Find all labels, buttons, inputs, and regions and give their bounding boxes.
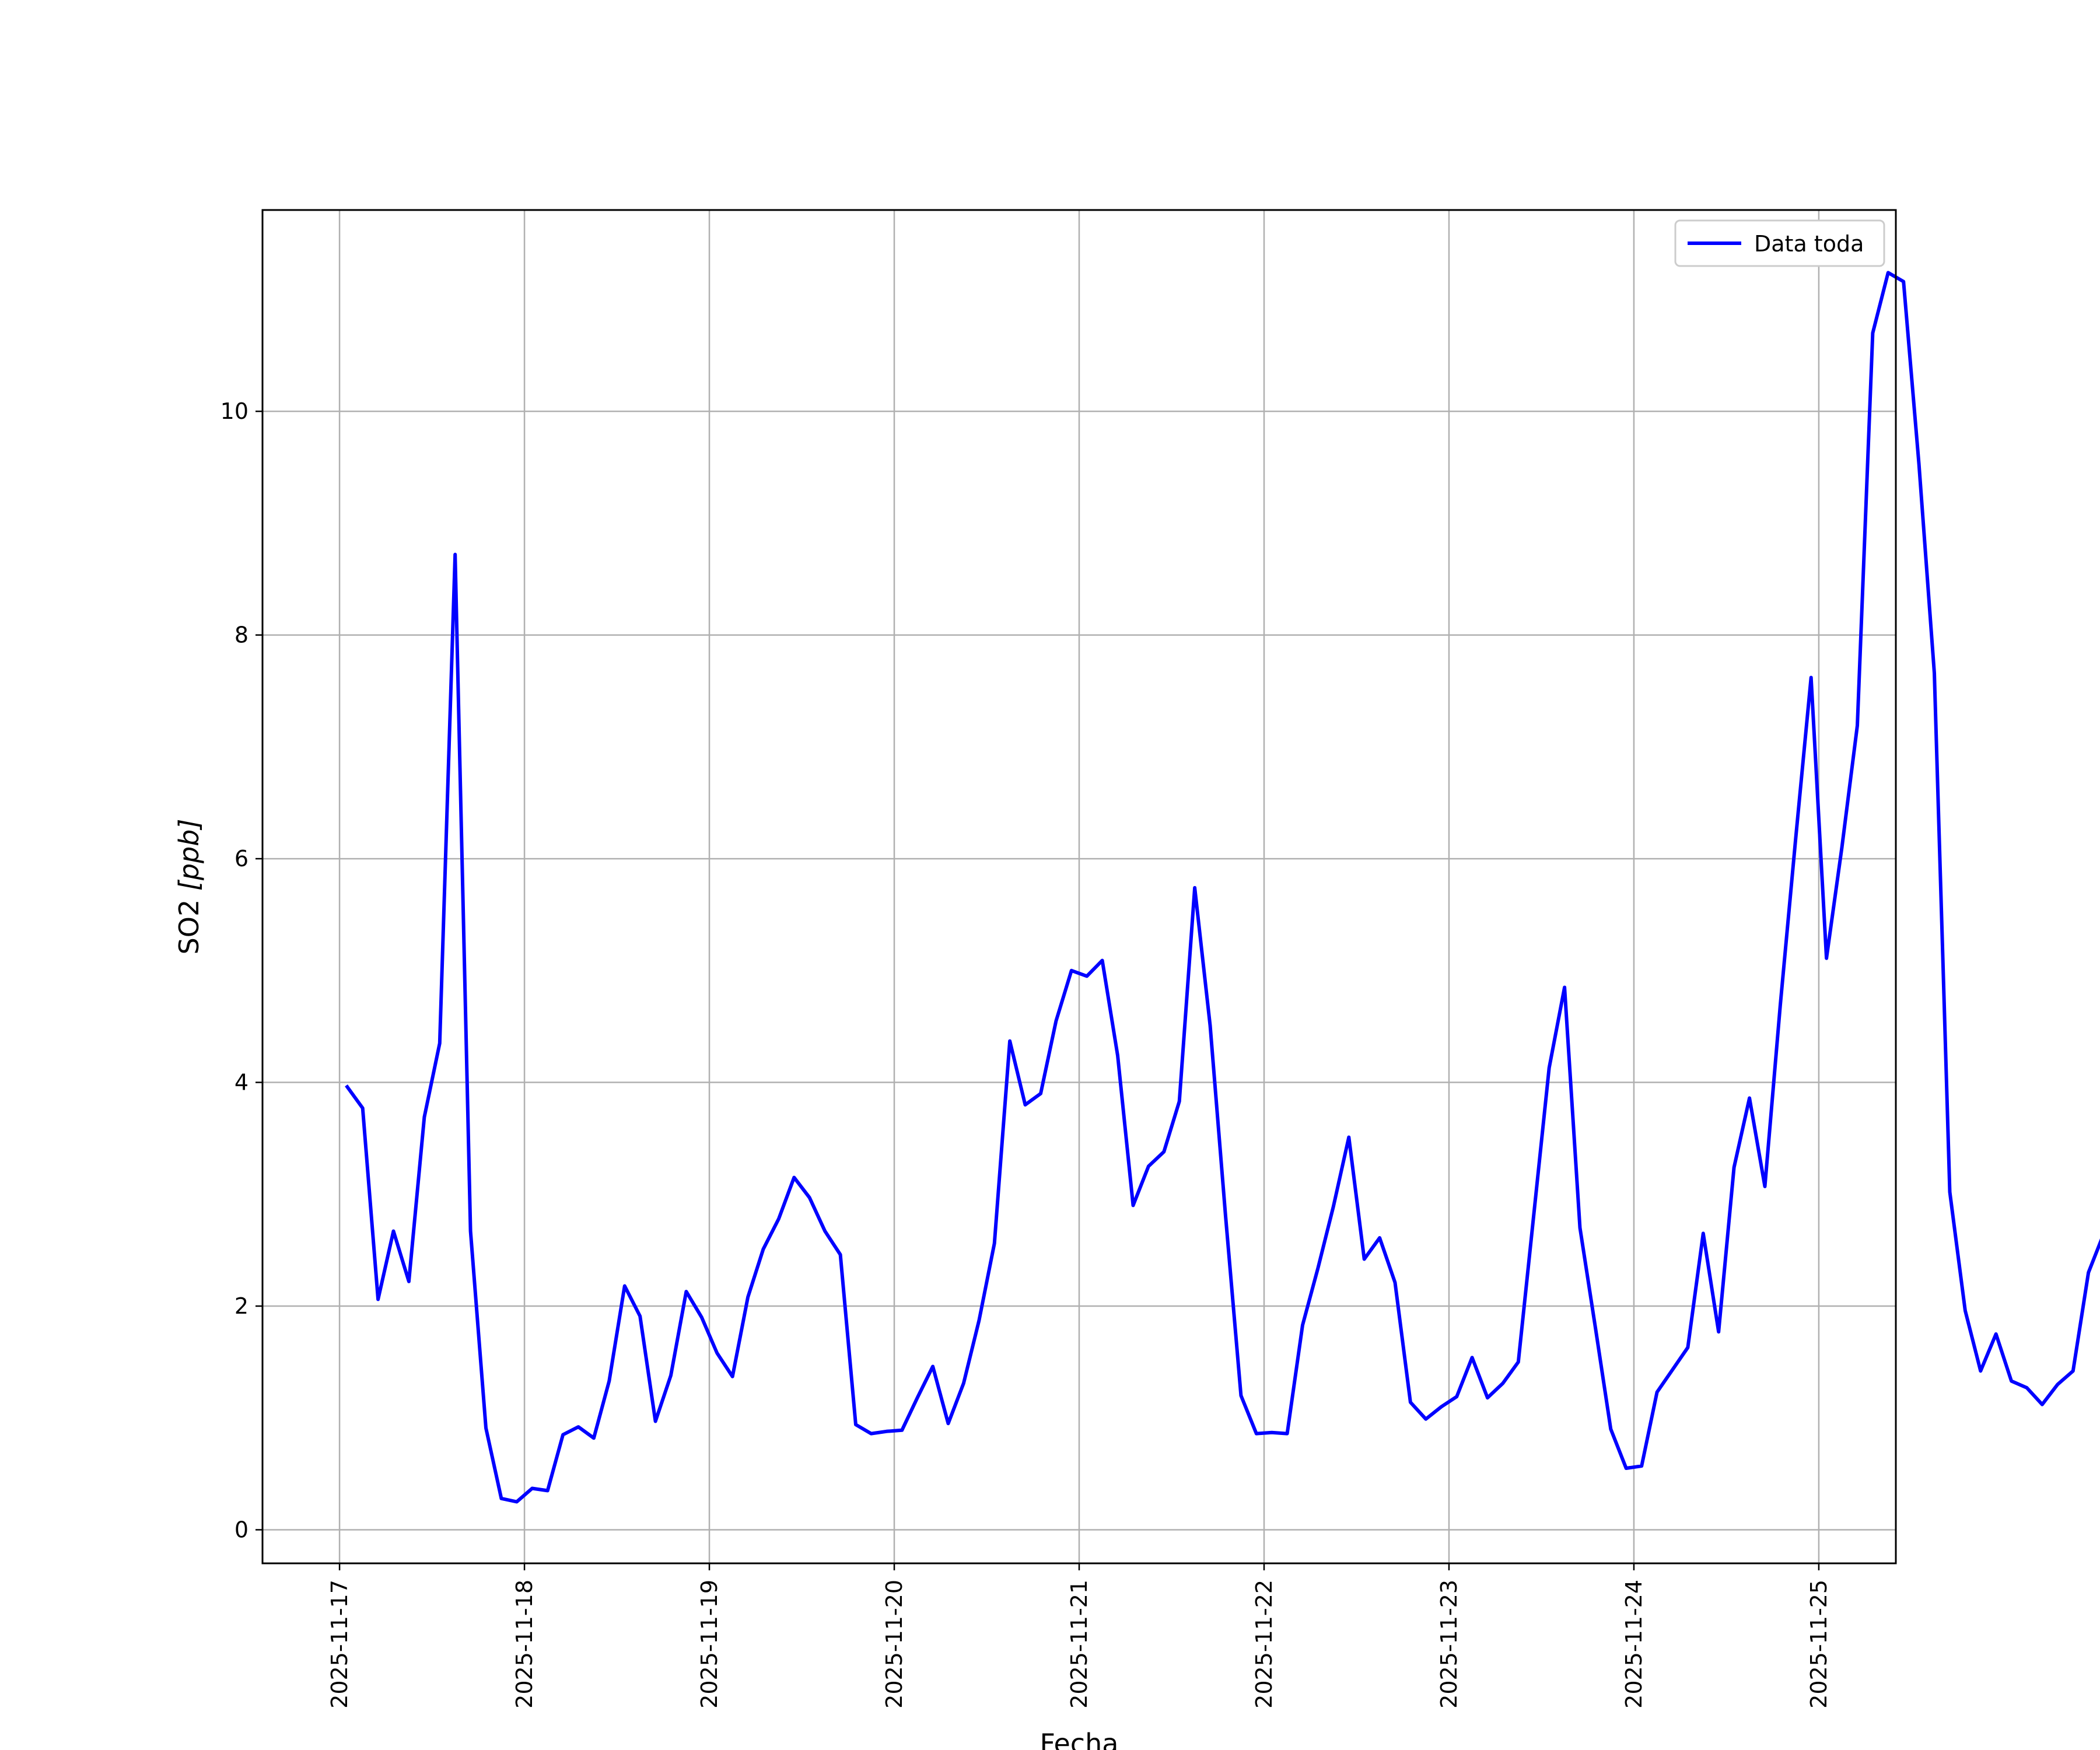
y-tick-label: 8 <box>235 622 249 648</box>
x-tick-label: 2025-11-21 <box>1066 1580 1092 1709</box>
grid-lines <box>262 210 1896 1563</box>
y-tick-label: 4 <box>235 1070 249 1096</box>
legend-box <box>1674 219 1885 267</box>
axis-ticks: 2025-11-17 2025-11-18 2025-11-19 2025-11-20… <box>220 398 1832 1709</box>
x-tick-label: 2025-11-17 <box>327 1580 352 1709</box>
x-tick-label: 2025-11-18 <box>512 1580 537 1709</box>
series-layer <box>345 271 2100 1504</box>
y-tick-label: 6 <box>235 846 249 872</box>
y-axis-label-unit: [ppb] <box>173 819 205 891</box>
y-tick-label: 2 <box>235 1293 249 1319</box>
series-line-data-toda <box>345 271 2100 1504</box>
y-tick-label: 10 <box>220 398 249 424</box>
x-tick-label: 2025-11-24 <box>1621 1580 1647 1709</box>
legend-entry-label: Data toda <box>1754 231 1864 257</box>
y-axis-label-main: SO2 <box>173 891 205 954</box>
x-tick-label: 2025-11-22 <box>1251 1580 1277 1709</box>
x-tick-label: 2025-11-23 <box>1436 1580 1462 1709</box>
legend: Data toda <box>1674 219 1885 267</box>
x-tick-label: 2025-11-20 <box>881 1580 907 1709</box>
x-tick-label: 2025-11-19 <box>696 1580 722 1709</box>
y-tick-label: 0 <box>235 1517 249 1542</box>
x-tick-label: 2025-11-25 <box>1806 1580 1832 1709</box>
x-axis-label: Fecha <box>1040 1728 1119 1750</box>
y-axis-label: SO2 [ppb] <box>173 819 205 955</box>
